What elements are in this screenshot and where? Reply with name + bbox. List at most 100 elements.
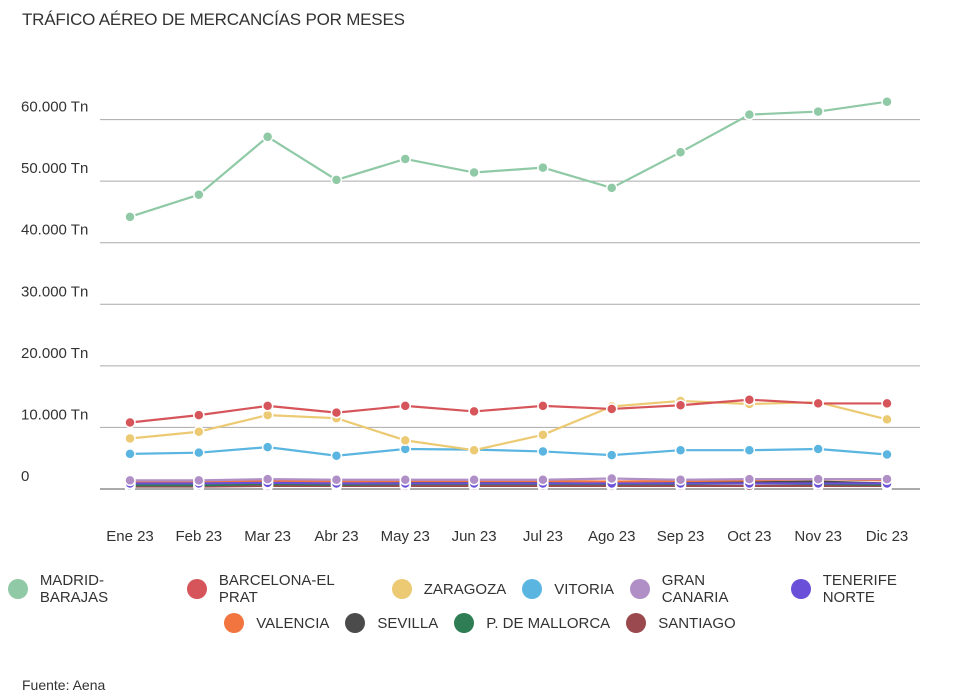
data-point[interactable] xyxy=(125,434,135,444)
data-point[interactable] xyxy=(400,475,410,485)
data-point[interactable] xyxy=(331,175,341,185)
data-point[interactable] xyxy=(263,401,273,411)
x-tick-label: Jun 23 xyxy=(452,528,497,545)
data-point[interactable] xyxy=(676,147,686,157)
data-point[interactable] xyxy=(331,408,341,418)
x-tick-label: Nov 23 xyxy=(794,528,842,545)
legend-swatch xyxy=(187,579,207,599)
legend-item[interactable]: GRAN CANARIA xyxy=(630,572,775,606)
y-tick-label: 0 xyxy=(21,468,29,485)
legend-item[interactable]: SANTIAGO xyxy=(626,613,736,633)
data-point[interactable] xyxy=(607,450,617,460)
data-point[interactable] xyxy=(469,168,479,178)
data-point[interactable] xyxy=(882,414,892,424)
data-point[interactable] xyxy=(882,398,892,408)
data-point[interactable] xyxy=(400,154,410,164)
legend-label: P. DE MALLORCA xyxy=(486,615,610,632)
data-point[interactable] xyxy=(813,444,823,454)
data-point[interactable] xyxy=(676,400,686,410)
series-line xyxy=(130,483,887,484)
series-line xyxy=(130,447,887,456)
data-point[interactable] xyxy=(469,406,479,416)
legend-item[interactable]: VITORIA xyxy=(522,579,614,599)
data-point[interactable] xyxy=(676,445,686,455)
legend-swatch xyxy=(345,613,365,633)
data-point[interactable] xyxy=(331,451,341,461)
data-point[interactable] xyxy=(400,435,410,445)
x-tick-label: Ago 23 xyxy=(588,528,636,545)
data-point[interactable] xyxy=(813,398,823,408)
data-point[interactable] xyxy=(744,110,754,120)
legend-item[interactable]: P. DE MALLORCA xyxy=(454,613,610,633)
data-point[interactable] xyxy=(263,132,273,142)
y-tick-label: 30.000 Tn xyxy=(21,283,88,300)
legend-label: BARCELONA-EL PRAT xyxy=(219,572,376,606)
x-tick-label: May 23 xyxy=(381,528,430,545)
data-point[interactable] xyxy=(813,474,823,484)
data-point[interactable] xyxy=(538,401,548,411)
series-madrid-barajas xyxy=(125,97,892,222)
data-point[interactable] xyxy=(469,475,479,485)
data-point[interactable] xyxy=(194,448,204,458)
data-point[interactable] xyxy=(469,445,479,455)
data-point[interactable] xyxy=(125,418,135,428)
legend-swatch xyxy=(791,579,811,599)
data-point[interactable] xyxy=(744,445,754,455)
series-line xyxy=(130,102,887,217)
legend-swatch xyxy=(630,579,650,599)
series-line xyxy=(130,479,887,481)
data-point[interactable] xyxy=(882,450,892,460)
x-tick-label: Jul 23 xyxy=(523,528,563,545)
data-point[interactable] xyxy=(194,190,204,200)
legend-item[interactable]: MADRID-BARAJAS xyxy=(8,572,171,606)
legend-swatch xyxy=(454,613,474,633)
legend-label: ZARAGOZA xyxy=(424,581,507,598)
data-point[interactable] xyxy=(882,474,892,484)
legend-swatch xyxy=(8,579,28,599)
x-tick-label: Abr 23 xyxy=(314,528,358,545)
legend-label: MADRID-BARAJAS xyxy=(40,572,171,606)
legend: MADRID-BARAJAS BARCELONA-EL PRAT ZARAGOZA V… xyxy=(0,572,960,606)
legend-label: SANTIAGO xyxy=(658,615,736,632)
data-point[interactable] xyxy=(607,474,617,484)
data-point[interactable] xyxy=(744,395,754,405)
data-point[interactable] xyxy=(538,430,548,440)
data-point[interactable] xyxy=(813,107,823,117)
data-point[interactable] xyxy=(676,475,686,485)
x-tick-label: Oct 23 xyxy=(727,528,771,545)
legend-item[interactable]: TENERIFE NORTE xyxy=(791,572,952,606)
data-point[interactable] xyxy=(125,449,135,459)
data-point[interactable] xyxy=(125,212,135,222)
y-tick-label: 10.000 Tn xyxy=(21,406,88,423)
legend-label: SEVILLA xyxy=(377,615,438,632)
y-tick-label: 60.000 Tn xyxy=(21,99,88,116)
legend-item[interactable]: VALENCIA xyxy=(224,613,329,633)
data-point[interactable] xyxy=(538,163,548,173)
y-tick-label: 20.000 Tn xyxy=(21,345,88,362)
legend-swatch xyxy=(626,613,646,633)
data-point[interactable] xyxy=(263,474,273,484)
data-point[interactable] xyxy=(194,410,204,420)
legend-label: GRAN CANARIA xyxy=(662,572,775,606)
legend-label: VALENCIA xyxy=(256,615,329,632)
legend-swatch xyxy=(224,613,244,633)
legend-swatch xyxy=(392,579,412,599)
data-point[interactable] xyxy=(882,97,892,107)
series-zaragoza xyxy=(125,396,892,455)
data-point[interactable] xyxy=(744,474,754,484)
data-point[interactable] xyxy=(607,183,617,193)
data-point[interactable] xyxy=(194,475,204,485)
data-point[interactable] xyxy=(400,401,410,411)
legend-item[interactable]: ZARAGOZA xyxy=(392,579,507,599)
legend-label: VITORIA xyxy=(554,581,614,598)
data-point[interactable] xyxy=(125,475,135,485)
data-point[interactable] xyxy=(263,442,273,452)
data-point[interactable] xyxy=(331,475,341,485)
data-point[interactable] xyxy=(538,446,548,456)
data-point[interactable] xyxy=(607,404,617,414)
data-point[interactable] xyxy=(194,427,204,437)
data-point[interactable] xyxy=(538,475,548,485)
legend-label: TENERIFE NORTE xyxy=(823,572,952,606)
legend-item[interactable]: SEVILLA xyxy=(345,613,438,633)
legend-item[interactable]: BARCELONA-EL PRAT xyxy=(187,572,376,606)
